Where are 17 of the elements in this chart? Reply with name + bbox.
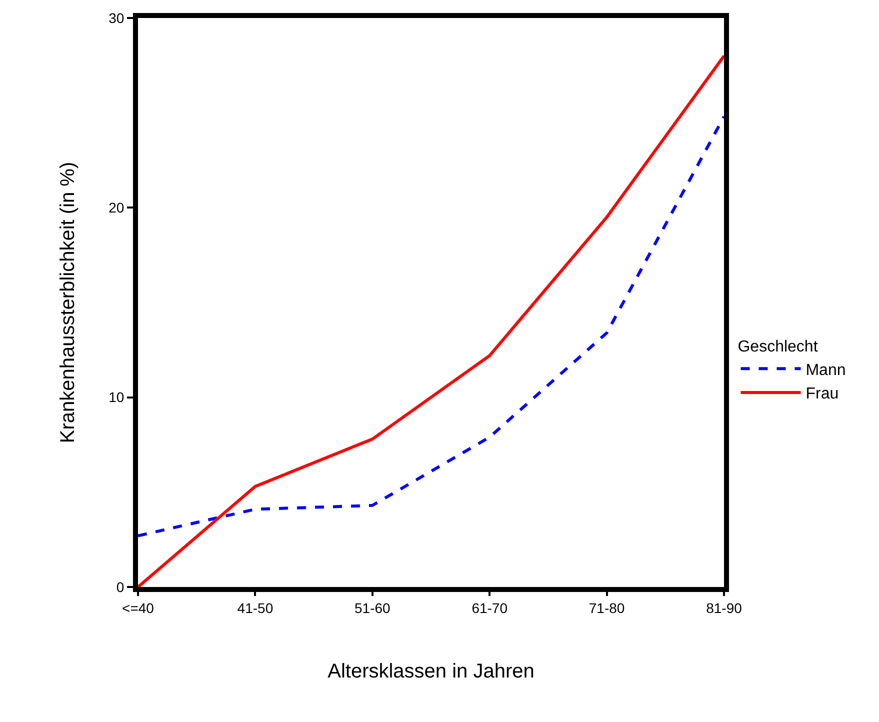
line-series bbox=[138, 54, 724, 587]
y-tick-label: 10 bbox=[108, 389, 124, 406]
x-tick-label: <=40 bbox=[122, 600, 154, 616]
y-axis-title: Krankenhaussterblichkeit (in %) bbox=[57, 162, 80, 444]
y-tick-label: 0 bbox=[116, 578, 124, 595]
y-tick-label: 30 bbox=[108, 10, 124, 26]
x-tick-label: 61-70 bbox=[472, 600, 508, 616]
x-tick-label: 81-90 bbox=[706, 600, 742, 616]
legend-title: Geschlecht bbox=[738, 338, 818, 356]
x-tick-label: 41-50 bbox=[237, 600, 274, 616]
line-series bbox=[138, 115, 724, 538]
legend-label: Frau bbox=[806, 386, 839, 403]
y-tick-label: 20 bbox=[108, 200, 124, 216]
x-tick-label: 71-80 bbox=[588, 600, 625, 616]
legend-label: Mann bbox=[806, 362, 846, 379]
x-axis-title: Altersklassen in Jahren bbox=[328, 660, 534, 682]
x-tick-label: 51-60 bbox=[354, 600, 391, 616]
